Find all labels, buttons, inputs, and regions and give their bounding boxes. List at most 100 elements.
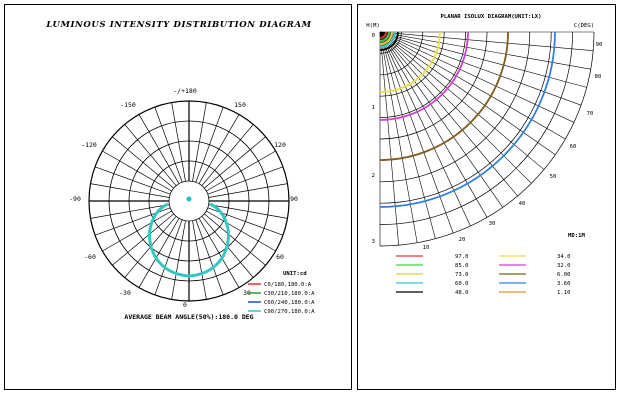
angle-label-0: 0 xyxy=(183,301,187,309)
polar-spoke xyxy=(112,213,174,266)
angle-label-minus-120: -120 xyxy=(81,141,97,149)
isolux-ray xyxy=(379,31,471,227)
isolux-ray xyxy=(379,31,436,239)
isolux-ray xyxy=(379,31,594,51)
isolux-value-73: 73.0 xyxy=(455,272,468,278)
isolux-contour xyxy=(379,31,396,48)
isolux-value-97: 97.0 xyxy=(455,254,468,260)
isolux-arc xyxy=(379,31,595,247)
h-label-0: 0 xyxy=(372,33,375,39)
polar-spoke xyxy=(154,219,183,296)
polar-spoke xyxy=(206,210,276,252)
isolux-contour xyxy=(379,31,393,45)
arc-label-30: 30 xyxy=(489,221,496,227)
polar-spoke xyxy=(208,183,288,198)
intensity-curve xyxy=(148,202,230,278)
angle-label-180: -/+180 xyxy=(173,87,197,95)
isolux-value-32: 32.0 xyxy=(557,263,570,269)
angle-label-120: 120 xyxy=(274,141,286,149)
arc-label-50: 50 xyxy=(550,174,557,180)
isolux-value-6: 6.00 xyxy=(557,272,570,278)
legend-label-c30: C30/210,180.0:A xyxy=(264,291,315,297)
polar-spoke xyxy=(124,124,177,186)
isolux-ray xyxy=(379,31,587,88)
isolux-ray xyxy=(379,31,566,140)
isolux-ray xyxy=(379,31,591,70)
isolux-ray xyxy=(379,31,418,243)
polar-spoke xyxy=(90,204,170,219)
isolux-value-34: 34.0 xyxy=(557,254,570,260)
polar-spoke xyxy=(138,218,180,288)
isolux-ray xyxy=(379,31,454,234)
intensity-curve-c90 xyxy=(148,202,230,278)
polar-diagram-svg: LUMINOUS INTENSITY DISTRIBUTION DIAGRAM … xyxy=(45,20,315,321)
angle-label-150: 150 xyxy=(234,101,246,109)
intensity-legend: UNIT:cd C0/180,180.0:A C30/210,180.0:A C… xyxy=(248,271,315,315)
polar-spoke xyxy=(206,150,276,192)
beam-angle-text: AVERAGE BEAM ANGLE(50%):180.0 DEG xyxy=(124,313,253,321)
arc-label-60: 60 xyxy=(570,144,577,150)
isolux-ray xyxy=(379,31,532,184)
angle-label-minus-60: -60 xyxy=(84,253,96,261)
isolux-contour xyxy=(379,31,387,39)
isolux-value-3-6: 3.60 xyxy=(557,281,570,287)
arc-label-40: 40 xyxy=(519,201,526,207)
polar-spoke xyxy=(204,136,266,189)
isolux-title: PLANAR ISOLUX DIAGRAM(UNIT:LX) xyxy=(440,14,541,20)
isolux-contour xyxy=(379,31,441,93)
h-scale-labels: 0 1 2 3 xyxy=(372,33,375,245)
angle-label-90: 90 xyxy=(290,195,298,203)
arc-label-70: 70 xyxy=(587,111,594,117)
polar-spoke xyxy=(154,106,183,183)
polar-spoke xyxy=(201,124,254,186)
md-label: MD:1M xyxy=(568,233,585,239)
c-axis-label: C(DEG) xyxy=(574,23,594,29)
polar-spoke xyxy=(138,114,180,184)
isolux-grid xyxy=(379,31,595,247)
isolux-contour xyxy=(379,31,399,51)
polar-spoke xyxy=(94,166,171,195)
polar-angle-labels: -/+180 150 120 90 60 30 0 -30 -60 -90 -1… xyxy=(69,87,298,309)
arc-label-90: 90 xyxy=(596,42,603,48)
isolux-ray xyxy=(379,31,518,197)
isolux-ray xyxy=(379,31,556,155)
angle-label-60: 60 xyxy=(276,253,284,261)
isolux-contour xyxy=(379,31,556,208)
isolux-value-60: 60.0 xyxy=(455,281,468,287)
isolux-value-85: 85.0 xyxy=(455,263,468,269)
legend-label-c0: C0/180,180.0:A xyxy=(264,282,312,288)
arc-angle-labels: 10 20 30 40 50 60 70 80 90 xyxy=(423,42,603,251)
polar-spoke xyxy=(102,150,172,192)
polar-spoke xyxy=(198,218,240,288)
planar-isolux-panel: PLANAR ISOLUX DIAGRAM(UNIT:LX) H(M) C(DE… xyxy=(357,4,616,390)
arc-label-10: 10 xyxy=(423,245,430,251)
legend-label-c90: C90/270,180.0:A xyxy=(264,309,315,315)
polar-spoke xyxy=(195,106,224,183)
arc-label-20: 20 xyxy=(459,237,466,243)
polar-spoke xyxy=(204,213,266,266)
angle-label-minus-90: -90 xyxy=(69,195,81,203)
isolux-contour xyxy=(379,31,390,42)
h-label-1: 1 xyxy=(372,105,375,111)
h-axis-label: H(M) xyxy=(366,23,379,29)
polar-spoke xyxy=(207,166,284,195)
polar-spoke xyxy=(102,210,172,252)
isolux-ray xyxy=(379,31,545,170)
isolux-ray xyxy=(379,31,503,208)
isolux-ray xyxy=(379,31,399,246)
isolux-contour xyxy=(379,31,509,161)
center-dot xyxy=(186,196,192,202)
unit-label: UNIT:cd xyxy=(283,271,307,277)
angle-label-minus-30: -30 xyxy=(119,289,131,297)
luminous-intensity-panel: LUMINOUS INTENSITY DISTRIBUTION DIAGRAM … xyxy=(4,4,352,390)
legend-label-c60: C60/240,180.0:A xyxy=(264,300,315,306)
polar-spoke xyxy=(112,136,174,189)
isolux-diagram-svg: PLANAR ISOLUX DIAGRAM(UNIT:LX) H(M) C(DE… xyxy=(366,14,603,296)
isolux-ray xyxy=(379,31,582,106)
polar-title: LUMINOUS INTENSITY DISTRIBUTION DIAGRAM xyxy=(45,20,311,30)
arc-label-80: 80 xyxy=(595,74,602,80)
isolux-value-48: 48.0 xyxy=(455,290,468,296)
polar-grid xyxy=(88,100,290,302)
isolux-ray xyxy=(379,31,575,123)
